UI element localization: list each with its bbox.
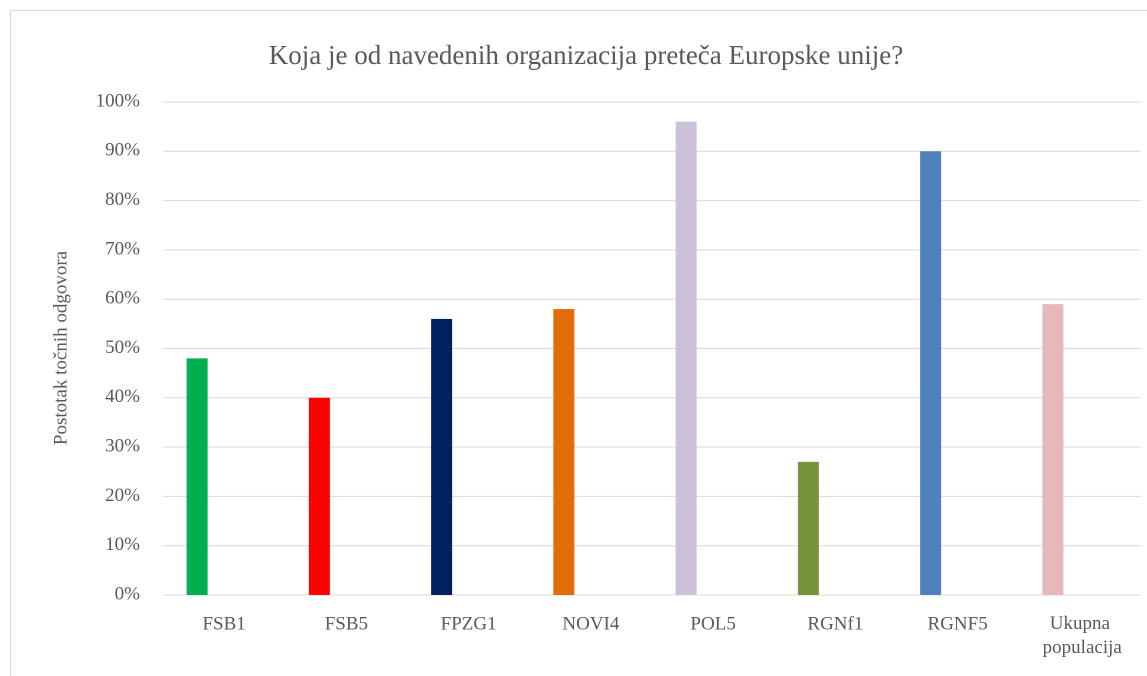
y-tick-label: 100% <box>96 90 141 111</box>
y-tick-label: 70% <box>105 238 140 259</box>
bar <box>1042 304 1064 595</box>
y-tick-label: 50% <box>105 337 140 358</box>
bar <box>431 318 453 595</box>
y-tick-label: 20% <box>105 485 140 506</box>
bar <box>186 358 208 595</box>
x-tick-label: POL5 <box>690 613 735 634</box>
y-tick-label: 40% <box>105 386 140 407</box>
chart-title: Koja je od navedenih organizacija preteč… <box>269 40 903 70</box>
y-tick-label: 30% <box>105 435 140 456</box>
bar <box>920 151 942 596</box>
x-tick-label: Ukupna populacija <box>1038 613 1122 658</box>
bar <box>797 461 819 595</box>
y-tick-label: 0% <box>115 583 141 604</box>
bar <box>675 121 697 595</box>
y-tick-label: 90% <box>105 140 140 161</box>
x-tick-label: NOVI4 <box>562 613 619 634</box>
y-axis-label: Postotak točnih odgovora <box>50 250 71 445</box>
bar <box>308 397 330 595</box>
x-tick-label: RGNF5 <box>928 613 988 634</box>
x-tick-label: FPZG1 <box>441 613 497 634</box>
chart-frame <box>10 10 1147 676</box>
bar <box>553 309 575 595</box>
x-tick-label: FSB1 <box>202 613 245 634</box>
y-tick-label: 60% <box>105 288 140 309</box>
y-tick-label: 10% <box>105 534 140 555</box>
y-tick-label: 80% <box>105 189 140 210</box>
x-tick-label: FSB5 <box>325 613 368 634</box>
x-tick-label: RGNf1 <box>807 613 863 634</box>
